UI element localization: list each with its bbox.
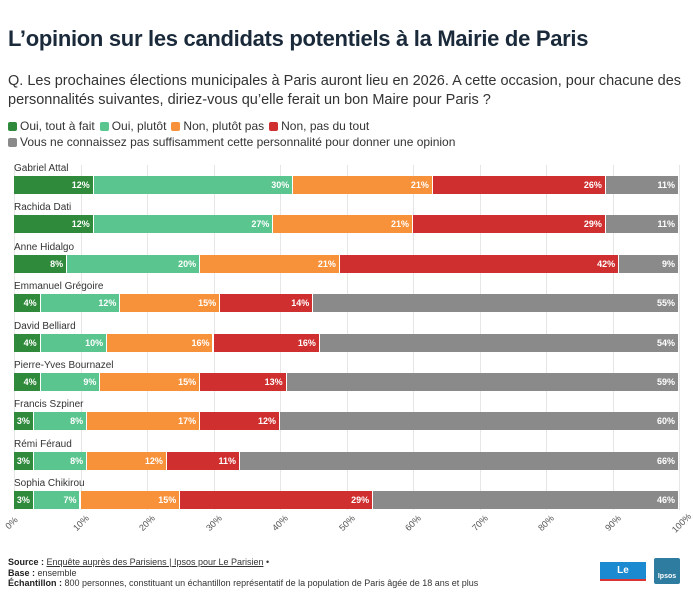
bar-segment: 11%	[605, 176, 679, 194]
source-link[interactable]: Enquête auprès des Parisiens | Ipsos pou…	[46, 557, 264, 567]
base-text: ensemble	[35, 567, 77, 578]
category-label: Rachida Dati	[14, 202, 72, 214]
sample-label: Échantillon :	[8, 578, 62, 588]
bar-segment: 16%	[107, 333, 214, 352]
chart-title: L’opinion sur les candidats potentiels à…	[8, 26, 589, 51]
category-label: Rémi Féraud	[14, 438, 72, 450]
bar-segment: 13%	[200, 373, 287, 391]
legend-swatch	[99, 122, 109, 131]
bar-segment: 12%	[14, 176, 94, 194]
bar-segment: 4%	[14, 294, 41, 313]
bar-segment: 14%	[220, 294, 314, 313]
x-tick-label: 80%	[536, 513, 556, 533]
chart-subtitle: Q. Les prochaines élections municipales …	[8, 73, 682, 108]
bar-segment: 12%	[87, 451, 167, 470]
bar-segment: 3%	[14, 412, 34, 431]
legend-label: Non, pas du tout	[281, 119, 370, 133]
bar-segment: 17%	[87, 412, 201, 431]
x-tick-label: 90%	[602, 513, 623, 533]
bar-segment: 7%	[33, 491, 81, 510]
bar-segment: 4%	[14, 373, 41, 391]
bar-segment: 4%	[14, 333, 41, 352]
bar-segment: 20%	[67, 254, 201, 273]
bar-segment: 29%	[180, 491, 374, 510]
legend-label: Oui, plutôt	[111, 119, 167, 133]
x-tick-label: 40%	[270, 513, 290, 533]
bar-segment: 15%	[80, 491, 181, 510]
x-tick-label: 30%	[203, 513, 224, 533]
ipsos-logo: Ipsos	[654, 558, 680, 584]
bar-segment: 55%	[313, 294, 679, 313]
bar-segment: 15%	[120, 294, 221, 313]
bar-segment: 54%	[319, 333, 679, 352]
bar-segment: 27%	[93, 215, 274, 234]
bar-segment: 66%	[240, 451, 679, 470]
bar-segment: 9%	[40, 373, 101, 391]
legend-swatch	[269, 122, 279, 131]
bar-segment: 3%	[14, 491, 34, 510]
category-label: Pierre-Yves Bournazel	[14, 360, 114, 371]
x-tick-label: 10%	[70, 513, 91, 533]
legend-item: Vous ne connaissez pas suffisamment cett…	[8, 135, 455, 150]
sample-text: 800 personnes, constituant un échantillo…	[62, 578, 479, 588]
category-label: Anne Hidalgo	[14, 241, 75, 253]
x-tick-label: 20%	[137, 513, 157, 533]
base-label: Base :	[8, 567, 36, 578]
bar-segment: 16%	[213, 333, 320, 352]
bar-segment: 46%	[373, 491, 679, 510]
bar-segment: 42%	[339, 254, 620, 273]
legend-item: Non, plutôt pas	[171, 119, 264, 134]
bar-segment: 12%	[14, 215, 94, 234]
legend-item: Oui, plutôt	[99, 119, 167, 134]
bar-segment: 15%	[100, 373, 201, 391]
bar-segment: 60%	[280, 412, 679, 431]
bar-segment: 3%	[14, 451, 34, 470]
bar-segment: 21%	[273, 215, 413, 234]
legend-swatch	[171, 122, 181, 131]
bar-segment: 29%	[413, 215, 606, 234]
le-parisien-logo: Le Parisien	[600, 562, 646, 593]
x-tick-label: 50%	[336, 513, 357, 533]
legend-label: Vous ne connaissez pas suffisamment cett…	[20, 135, 456, 149]
bar-segment: 8%	[14, 254, 68, 273]
legend-label: Oui, tout à fait	[20, 119, 95, 133]
x-tick-label: 60%	[403, 513, 423, 533]
bar-segment: 21%	[200, 254, 340, 273]
legend-label: Non, plutôt pas	[183, 119, 265, 133]
bar-segment: 8%	[33, 451, 88, 470]
source-label: Source :	[8, 557, 45, 567]
category-label: Emmanuel Grégoire	[14, 281, 104, 293]
bar-segment: 10%	[40, 333, 108, 352]
bar-segment: 9%	[619, 254, 679, 273]
x-tick-label: 70%	[469, 513, 490, 533]
gridline	[679, 165, 680, 510]
category-label: David Belliard	[14, 320, 76, 332]
plot-area: 0% 10% 20% 30% 40% 50% 60% 70% 80% 90% 100% Gabriel…	[3, 163, 693, 535]
x-tick-label: 0%	[3, 514, 20, 532]
legend-swatch	[8, 138, 17, 147]
legend-item: Non, pas du tout	[269, 119, 369, 134]
bar-segment: 21%	[293, 176, 433, 194]
bar-segment: 30%	[93, 176, 294, 194]
bar-segment: 12%	[200, 412, 280, 431]
source-sep: •	[263, 557, 270, 567]
bar-segment: 59%	[286, 373, 679, 391]
legend-swatch	[8, 122, 17, 131]
bar-segment: 8%	[33, 412, 88, 431]
x-tick-label: 100%	[669, 511, 693, 535]
bar-segment: 26%	[432, 176, 606, 194]
category-label: Sophia Chikirou	[14, 478, 85, 490]
category-label: Gabriel Attal	[14, 163, 69, 174]
footer: Source : Enquête auprès des Parisiens | …	[8, 557, 478, 589]
legend: Oui, tout à fait Oui, plutôt Non, plutôt p…	[8, 119, 693, 151]
bar-segment: 12%	[40, 294, 121, 313]
category-label: Francis Szpiner	[14, 399, 84, 411]
bar-segment: 11%	[166, 451, 241, 470]
legend-item: Oui, tout à fait	[8, 119, 95, 134]
bar-segment: 11%	[605, 215, 679, 234]
